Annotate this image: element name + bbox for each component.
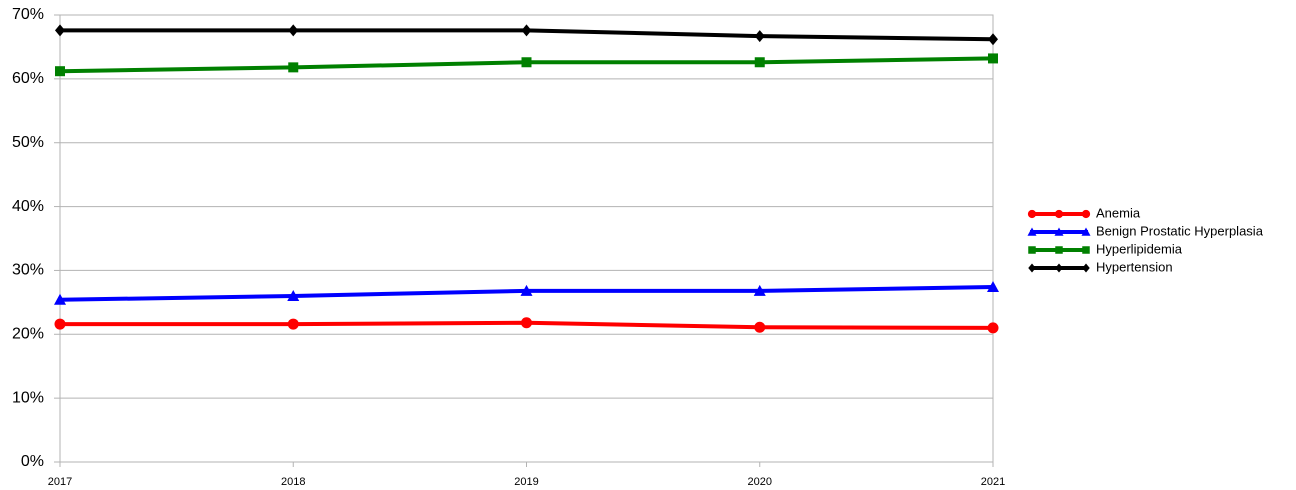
data-point [521,24,532,37]
data-point [288,24,299,37]
legend-marker [1055,263,1063,273]
x-tick-label: 2017 [48,476,72,488]
y-tick-label: 70% [12,6,44,23]
data-point [987,322,999,334]
legend-label: Benign Prostatic Hyperplasia [1096,223,1264,238]
legend-label: Hyperlipidemia [1096,241,1183,256]
data-point [754,30,765,43]
data-point [520,284,533,296]
data-point [55,24,65,37]
y-tick-label: 50% [12,134,44,151]
legend-marker [1054,227,1064,236]
x-tick-label: 2019 [514,476,538,488]
legend-label: Anemia [1096,205,1141,220]
legend-marker [1081,209,1091,219]
data-point [288,62,299,73]
y-tick-label: 20% [12,326,44,343]
data-point [287,318,299,330]
legend-marker [1055,246,1063,254]
y-tick-label: 30% [12,262,44,279]
plot-area [59,14,994,463]
data-point [54,293,66,305]
legend-label: Hypertension [1096,259,1173,274]
data-point [753,284,766,296]
data-point [988,33,998,46]
data-point [987,281,999,293]
data-point [55,66,65,77]
data-point [287,289,300,301]
data-point [54,318,66,330]
legend-marker [1082,246,1090,254]
y-tick-label: 40% [12,198,44,215]
legend-marker [1028,246,1036,254]
data-point [521,317,532,329]
legend-marker [1054,209,1064,219]
legend-marker [1027,227,1037,236]
legend-marker [1028,263,1036,273]
data-point [754,321,766,333]
legend-marker [1081,227,1091,236]
x-tick-label: 2021 [981,476,1005,488]
x-tick-label: 2018 [281,476,305,488]
y-tick-label: 0% [21,453,44,470]
data-point [988,53,998,64]
legend-marker [1027,209,1037,219]
x-tick-label: 2020 [748,476,772,488]
legend-marker [1082,263,1090,273]
data-point [754,57,765,68]
y-tick-label: 60% [12,70,44,87]
data-point [521,57,532,68]
y-tick-label: 10% [12,389,44,406]
